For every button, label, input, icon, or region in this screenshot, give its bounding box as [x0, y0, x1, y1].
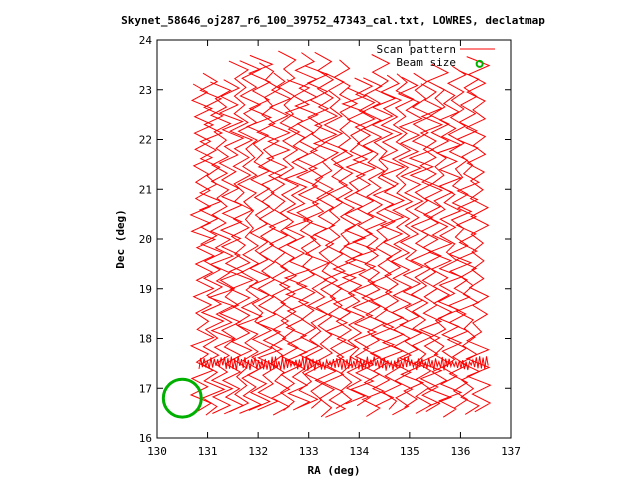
legend-marker-beam-size: [475, 59, 484, 68]
x-tick-label: 136: [450, 445, 470, 458]
scan-line: [341, 87, 369, 405]
scan-line: [435, 86, 464, 418]
y-tick-label: 16: [139, 432, 152, 445]
scan-line: [349, 77, 378, 407]
scan-line: [294, 52, 320, 409]
x-axis-label: RA (deg): [308, 464, 361, 477]
scan-line: [312, 51, 340, 418]
scan-line: [236, 60, 263, 414]
y-tick-label: 17: [139, 382, 152, 395]
y-tick-label: 23: [139, 84, 152, 97]
x-tick-label: 135: [400, 445, 420, 458]
y-tick-label: 20: [139, 233, 152, 246]
x-axis: 130 131 132 133 134 135 136 137: [147, 40, 521, 458]
legend-label-scan-pattern: Scan pattern: [377, 43, 456, 56]
scan-line: [426, 63, 454, 407]
y-axis: 16 17 18 19 20 21 22 23 24: [139, 34, 511, 445]
legend-label-beam-size: Beam size: [396, 56, 456, 69]
x-tick-label: 130: [147, 445, 167, 458]
x-tick-label: 131: [198, 445, 218, 458]
scan-line: [418, 83, 444, 413]
scan-line: [246, 54, 274, 411]
x-tick-label: 133: [299, 445, 319, 458]
y-axis-label: Dec (deg): [114, 209, 127, 269]
scan-line: [198, 72, 226, 416]
scan-pattern-series: [189, 50, 492, 418]
scan-line: [379, 74, 406, 410]
y-tick-label: 22: [139, 134, 152, 147]
scan-line: [397, 76, 425, 408]
scan-line: [302, 65, 331, 409]
scan-line: [322, 72, 349, 418]
scan-line: [189, 83, 217, 412]
scan-line: [255, 62, 284, 411]
scan-line: [464, 56, 492, 413]
scan-line: [265, 72, 292, 416]
beam-size-circle: [161, 377, 203, 419]
crossing-scan-line: [198, 355, 489, 371]
y-tick-label: 21: [139, 183, 152, 196]
scan-line: [369, 54, 397, 407]
scan-line: [361, 77, 388, 417]
y-tick-label: 19: [139, 283, 152, 296]
x-tick-label: 132: [248, 445, 268, 458]
scan-line: [332, 59, 359, 409]
chart-title: Skynet_58646_oj287_r6_100_39752_47343_ca…: [121, 14, 545, 27]
x-tick-label: 134: [349, 445, 369, 458]
legend[interactable]: Scan pattern Beam size: [377, 43, 495, 69]
y-tick-label: 24: [139, 34, 153, 47]
scan-line: [408, 72, 435, 414]
x-tick-label: 137: [501, 445, 521, 458]
scan-line: [228, 60, 254, 413]
y-tick-label: 18: [139, 333, 152, 346]
